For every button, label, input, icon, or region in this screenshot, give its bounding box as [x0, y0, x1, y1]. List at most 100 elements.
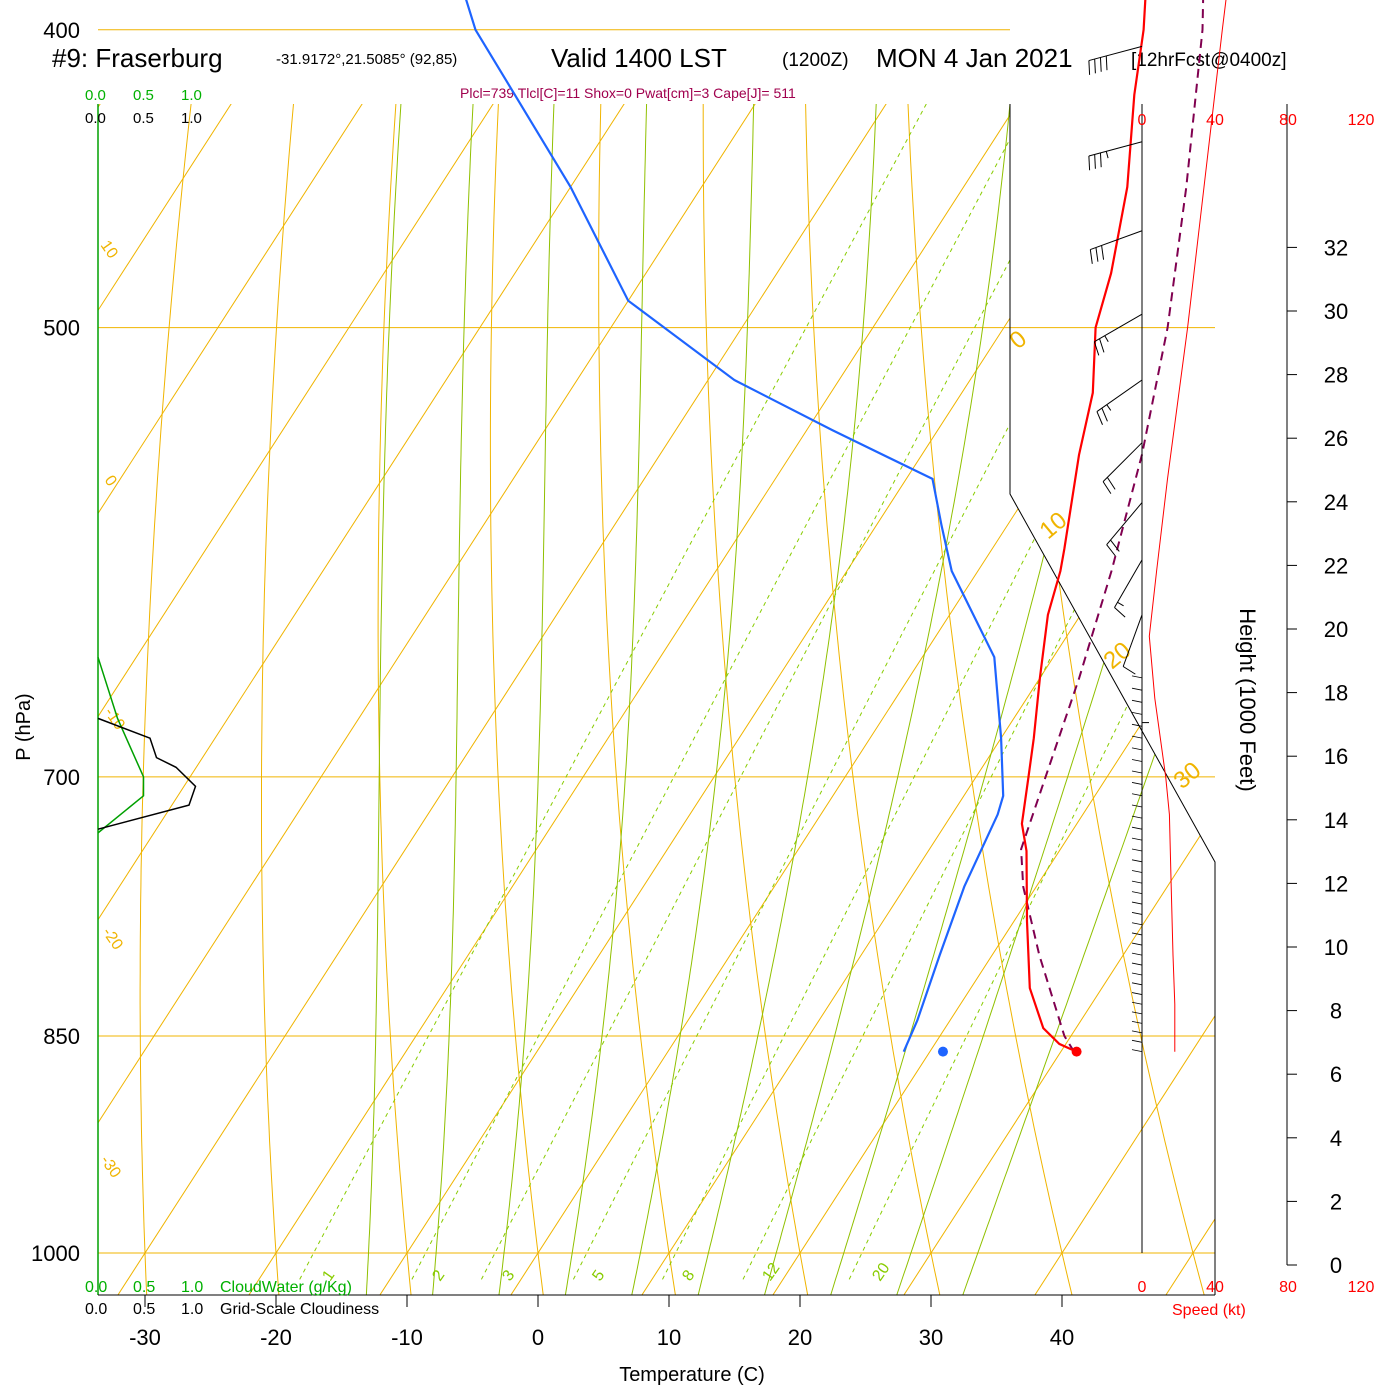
- wind-barb-low: [1131, 942, 1143, 946]
- isotherm-label: -30: [97, 1153, 124, 1182]
- wind-barb-low: [1131, 932, 1143, 936]
- wind-barb-feather: [1094, 154, 1096, 169]
- cloud-scale-bottom-green: 0.0 0.5 1.0 CloudWater (g/Kg): [85, 1279, 352, 1296]
- height-tick-label: 14: [1324, 808, 1348, 833]
- wind-barb-low-staff: [1131, 922, 1143, 926]
- wind-barb-low-staff: [1131, 1011, 1143, 1015]
- isotherm-line: [98, 104, 494, 1295]
- temperature-tick-label: 40: [1050, 1325, 1074, 1350]
- moist-adiabat: [561, 104, 694, 1295]
- dry-adiabat: [901, 104, 1079, 1295]
- cloud-scale-top-green-2: 1.0: [181, 87, 202, 104]
- wind-barb-low: [1131, 804, 1143, 808]
- temperature-profile: [1020, 0, 1147, 1053]
- dewpoint-profile: [465, 0, 1005, 1053]
- isotherm-line: [98, 104, 1215, 1295]
- wind-barb-low: [1131, 735, 1143, 739]
- cloud-scale-bottom-black-1: 0.5: [133, 1301, 155, 1318]
- isotherm-line: [98, 104, 232, 1295]
- isotherm-line: [98, 104, 625, 1295]
- wind-barb-low: [1131, 1049, 1143, 1053]
- wind-barb-low-staff: [1131, 735, 1143, 739]
- speed-tick-label-top: 0: [1138, 112, 1147, 129]
- cloud-scale-top-black-2: 1.0: [181, 110, 202, 127]
- pressure-tick-label: 850: [43, 1024, 80, 1049]
- wind-barb-low: [1131, 770, 1143, 774]
- wind-barb-low: [1131, 912, 1143, 915]
- station-coords: -31.9172°,21.5085° (92,85): [276, 51, 457, 68]
- wind-barb: [1089, 230, 1143, 264]
- cloud-scale-bottom-black-2: 1.0: [181, 1301, 203, 1318]
- cloud-scale-top-black: 0.0 0.5 1.0: [85, 110, 202, 127]
- height-tick-label: 0: [1330, 1253, 1342, 1278]
- temperature-tick-label: 20: [788, 1325, 812, 1350]
- wind-barb-low-staff: [1131, 901, 1143, 905]
- wind-barb-low-staff: [1131, 1001, 1143, 1005]
- wind-barb-low-staff: [1131, 675, 1143, 679]
- isotherm-line: [98, 104, 1018, 1295]
- dry-adiabat: [377, 104, 482, 1295]
- pressure-tick-label: 700: [43, 765, 80, 790]
- wind-panel: [1088, 0, 1227, 1253]
- moist-adiabat: [954, 104, 1215, 1295]
- wind-barb-low: [1131, 1039, 1143, 1043]
- height-tick-label: 22: [1324, 553, 1348, 578]
- utc-time: (1200Z): [782, 50, 849, 71]
- height-tick-label: 16: [1324, 744, 1348, 769]
- wind-barb-low: [1131, 782, 1143, 785]
- y-axis-label: P (hPa): [13, 693, 35, 760]
- wind-barb-feather: [1096, 411, 1103, 425]
- surface-dewpoint-dot: [937, 1046, 948, 1057]
- wind-barb-low: [1131, 901, 1143, 905]
- wind-barb-low-staff: [1131, 962, 1143, 966]
- wind-barb: [1122, 614, 1143, 675]
- isotherm-label: 20: [1099, 637, 1137, 675]
- isotherm-label: 10: [97, 238, 121, 262]
- dry-adiabat: [1352, 0, 1400, 1318]
- isotherm-line: [1019, 104, 1215, 1295]
- forecast-label: [12hrFcst@0400z]: [1131, 50, 1287, 71]
- wind-barb-low-staff: [1131, 891, 1143, 895]
- wind-barb-low: [1131, 699, 1143, 703]
- wind-barb-low: [1131, 1030, 1143, 1034]
- wind-barb-low-staff: [1131, 870, 1143, 873]
- wind-barb-low-staff: [1131, 837, 1143, 841]
- dry-adiabat: [1176, 104, 1215, 1295]
- wind-barb-low-staff: [1131, 952, 1143, 956]
- wind-barb-feather: [1099, 338, 1105, 353]
- wind-barb-staff: [1090, 230, 1143, 251]
- wind-barb-low: [1131, 982, 1143, 986]
- wind-barb-feather: [1102, 481, 1112, 494]
- wind-barb-low-staff: [1131, 972, 1143, 976]
- cloud-scale-bottom-green-2: 1.0: [181, 1279, 203, 1296]
- height-tick-label: 28: [1324, 363, 1348, 388]
- wind-barb-low: [1131, 711, 1143, 715]
- station-title: #9: Fraserburg: [52, 43, 223, 73]
- dry-adiabat: [598, 104, 680, 1295]
- x-axis-label: Temperature (C): [619, 1364, 765, 1386]
- moist-adiabat: [626, 104, 790, 1295]
- wind-barb-staff: [1088, 141, 1143, 157]
- wind-barb-feather: [1088, 60, 1091, 75]
- wind-barb-low-staff: [1131, 1021, 1143, 1024]
- valid-date: MON 4 Jan 2021: [876, 43, 1073, 73]
- wind-barb-low: [1131, 922, 1143, 926]
- moist-adiabat: [364, 104, 483, 1295]
- wind-barb-low-staff: [1131, 848, 1143, 852]
- wind-barb-low: [1131, 891, 1143, 895]
- wind-barb-half-feather: [1106, 404, 1112, 411]
- mixing-ratio-label: 3: [499, 1267, 518, 1284]
- wind-barb-low-staff: [1131, 711, 1143, 715]
- wind-barb-feather: [1089, 249, 1093, 264]
- height-tick-label: 30: [1324, 299, 1348, 324]
- isotherm-line: [1282, 0, 1400, 1318]
- wind-barb-low-staff: [1131, 770, 1143, 774]
- speed-tick-label-bottom: 80: [1279, 1279, 1297, 1296]
- wind-barb-low-staff: [1131, 804, 1143, 808]
- isotherm-line: [98, 104, 887, 1295]
- wind-barb-low-staff: [1131, 1039, 1143, 1043]
- mixing-ratio-line: [662, 104, 1215, 1280]
- isotherm-line: [1150, 104, 1215, 1295]
